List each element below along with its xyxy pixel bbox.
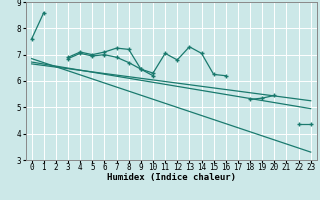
X-axis label: Humidex (Indice chaleur): Humidex (Indice chaleur) — [107, 173, 236, 182]
